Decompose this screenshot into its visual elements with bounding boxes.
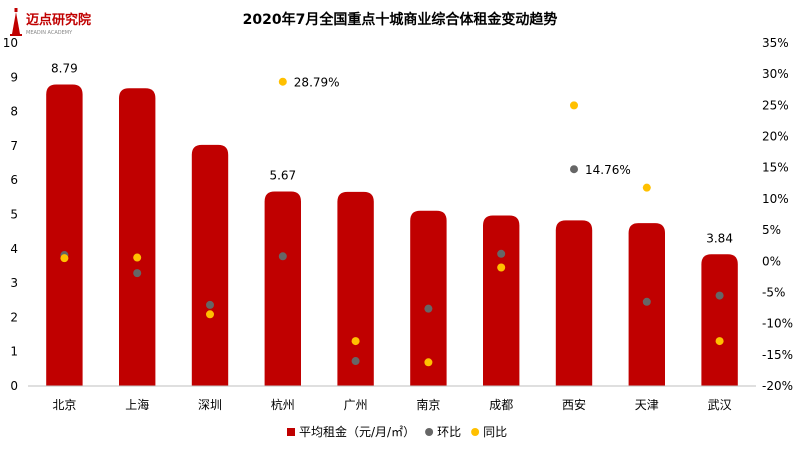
scatter-point [206,310,214,319]
left-tick-label: 5 [10,208,18,222]
data-label: 14.76% [585,163,631,177]
logo-tagline: MEADIN ACADEMY [26,30,73,36]
category-label: 深圳 [198,398,222,412]
right-tick-label: 30% [762,67,789,81]
legend-marker [425,428,434,436]
scatter-point [133,269,142,278]
bar [701,254,738,386]
lighthouse-icon [10,8,22,36]
right-tick-label: -20% [762,379,793,393]
logo: 迈点研究院 MEADIN ACADEMY [10,8,91,36]
category-label: 广州 [344,398,368,412]
bar [483,215,520,386]
left-tick-label: 9 [10,70,18,84]
category-label: 上海 [125,397,149,412]
left-tick-label: 10 [3,36,18,50]
scatter-point [133,253,142,262]
data-label: 3.84 [706,231,733,245]
left-tick-label: 8 [10,105,18,119]
right-tick-label: -10% [762,317,793,331]
right-tick-label: -5% [762,285,785,299]
right-tick-label: 0% [762,254,781,268]
category-label: 武汉 [708,398,732,412]
left-tick-label: 6 [10,173,18,187]
scatter-point [351,337,360,346]
legend-label: 平均租金（元/月/㎡） [299,424,415,439]
right-tick-label: 10% [762,192,789,206]
chart-title: 2020年7月全国重点十城商业综合体租金变动趋势 [243,11,558,28]
category-label: 杭州 [271,397,295,412]
data-label: 28.79% [294,76,340,90]
bar [264,191,301,386]
right-tick-label: -15% [762,348,793,362]
category-label: 北京 [52,398,76,412]
scatter-point [206,300,214,309]
logo-name: 迈点研究院 [26,12,91,28]
data-label: 8.79 [51,62,78,76]
left-tick-label: 7 [10,139,18,153]
right-tick-label: 5% [762,223,781,237]
scatter-point [642,183,651,192]
scatter-point [60,254,69,263]
bar [191,144,229,386]
bar [410,210,447,386]
scatter-point [424,358,433,367]
scatter-point [497,249,506,258]
left-tick-label: 3 [10,276,18,290]
left-tick-label: 2 [10,310,18,324]
left-tick-label: 1 [10,345,18,359]
scatter-point [715,337,724,346]
bar [555,220,593,386]
right-tick-label: 25% [762,98,789,112]
scatter-point [278,252,287,261]
bar [46,84,83,387]
category-label: 西安 [562,397,586,412]
legend-label: 环比 [437,425,461,439]
scatter-point [424,304,433,313]
legend-marker [287,428,295,436]
bar [337,191,374,386]
right-tick-label: 15% [762,161,789,175]
scatter-point [642,297,651,306]
category-label: 天津 [635,398,659,412]
left-tick-label: 0 [10,379,18,393]
legend-marker [471,428,480,436]
scatter-point [351,357,360,366]
category-label: 成都 [489,398,513,412]
legend-label: 同比 [483,425,507,439]
category-label: 南京 [416,397,440,412]
bar [119,88,156,386]
data-label: 5.67 [269,169,296,183]
left-tick-label: 4 [10,242,18,256]
scatter-point [570,101,578,110]
scatter-point [278,77,287,86]
scatter-point [570,165,578,174]
scatter-point [715,291,724,300]
right-tick-label: 20% [762,130,789,144]
right-tick-label: 35% [762,36,789,50]
scatter-point [497,263,506,272]
